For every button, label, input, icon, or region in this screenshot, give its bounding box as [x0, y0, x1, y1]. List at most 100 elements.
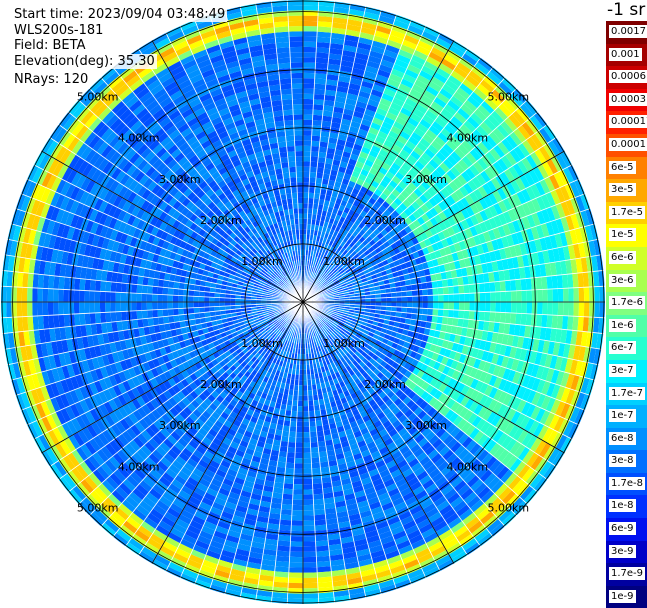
range-gate [432, 281, 438, 289]
range-gate [553, 289, 559, 302]
range-gate [316, 545, 329, 551]
range-gate [303, 541, 316, 547]
range-gate [303, 167, 310, 172]
range-gate [458, 285, 464, 294]
range-gate [282, 431, 290, 437]
range-gate [303, 135, 312, 140]
range-gate [312, 120, 322, 126]
range-gate [308, 193, 314, 199]
range-gate [386, 297, 391, 302]
range-gate [303, 520, 315, 526]
range-gate [290, 536, 303, 542]
range-gate [511, 302, 516, 313]
range-gate [417, 289, 423, 296]
range-gate [303, 380, 307, 385]
range-gate [426, 282, 432, 289]
range-gate [303, 531, 315, 537]
range-gate [309, 177, 316, 183]
range-gate [316, 540, 329, 546]
range-gate [541, 276, 547, 289]
range-gate [292, 515, 303, 521]
range-gate [303, 78, 315, 84]
range-gate [288, 437, 296, 443]
range-gate [303, 401, 308, 406]
range-gate [537, 302, 543, 315]
range-gate [292, 505, 303, 510]
range-gate [303, 21, 318, 27]
range-gate [310, 167, 317, 173]
range-gate [295, 442, 303, 447]
range-gate [437, 280, 443, 288]
range-gate [303, 57, 316, 63]
range-gate [500, 312, 506, 323]
range-gate [313, 488, 323, 494]
range-gate [437, 316, 443, 324]
range-gate [402, 302, 407, 307]
range-gate [448, 310, 454, 318]
range-gate [283, 425, 290, 431]
range-gate [495, 312, 501, 323]
range-gate [453, 310, 459, 318]
range-gate [313, 104, 324, 110]
range-gate [447, 317, 453, 325]
range-gate [442, 279, 448, 287]
range-gate [407, 302, 412, 308]
range-gate [279, 446, 287, 452]
range-gate [579, 302, 585, 317]
range-gate [286, 457, 295, 463]
range-gate [573, 302, 579, 316]
range-gate [310, 172, 317, 178]
range-gate [449, 294, 454, 302]
range-gate [542, 302, 548, 315]
range-gate [412, 296, 417, 302]
range-gate [315, 535, 328, 541]
range-gate [552, 315, 558, 329]
range-gate [289, 426, 296, 432]
range-gate [407, 291, 413, 297]
range-gate [407, 307, 413, 313]
range-gate [526, 314, 532, 326]
range-gate [558, 288, 564, 302]
range-gate [448, 286, 454, 294]
range-gate [314, 514, 326, 520]
range-gate [303, 26, 317, 32]
range-gate [297, 411, 303, 416]
range-gate [303, 593, 319, 599]
range-gate [303, 484, 313, 489]
range-gate [428, 302, 433, 309]
range-gate [289, 567, 303, 573]
range-gate [469, 284, 475, 293]
range-gate [546, 276, 552, 289]
range-gate [506, 302, 511, 313]
range-gate [423, 295, 428, 302]
range-gate [303, 187, 309, 192]
range-gate [276, 556, 290, 562]
range-gate [303, 83, 314, 89]
range-gate [290, 546, 303, 552]
range-gate [454, 294, 459, 302]
range-gate [433, 302, 438, 309]
range-gate [303, 489, 313, 494]
range-gate [521, 302, 527, 314]
range-gate [291, 411, 297, 417]
range-gate [303, 390, 308, 395]
range-gate [469, 302, 474, 311]
range-gate [447, 278, 453, 286]
range-gate [407, 296, 412, 302]
range-gate [280, 514, 292, 520]
range-gate [319, 141, 328, 147]
range-gate [281, 436, 289, 442]
range-gate [314, 94, 325, 100]
range-gate [290, 421, 297, 427]
range-gate [516, 302, 522, 313]
range-gate [391, 302, 396, 307]
range-gate [303, 120, 313, 125]
range-gate [546, 315, 552, 328]
range-gate [457, 318, 463, 327]
range-gate [584, 287, 590, 302]
range-gate [489, 312, 495, 322]
range-gate [303, 427, 310, 432]
range-gate [558, 302, 564, 316]
range-gate [278, 456, 287, 462]
range-gate [443, 302, 448, 310]
